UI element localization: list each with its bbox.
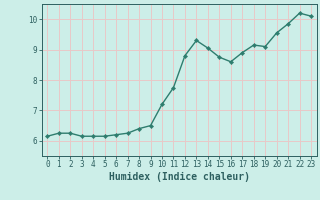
X-axis label: Humidex (Indice chaleur): Humidex (Indice chaleur) [109, 172, 250, 182]
